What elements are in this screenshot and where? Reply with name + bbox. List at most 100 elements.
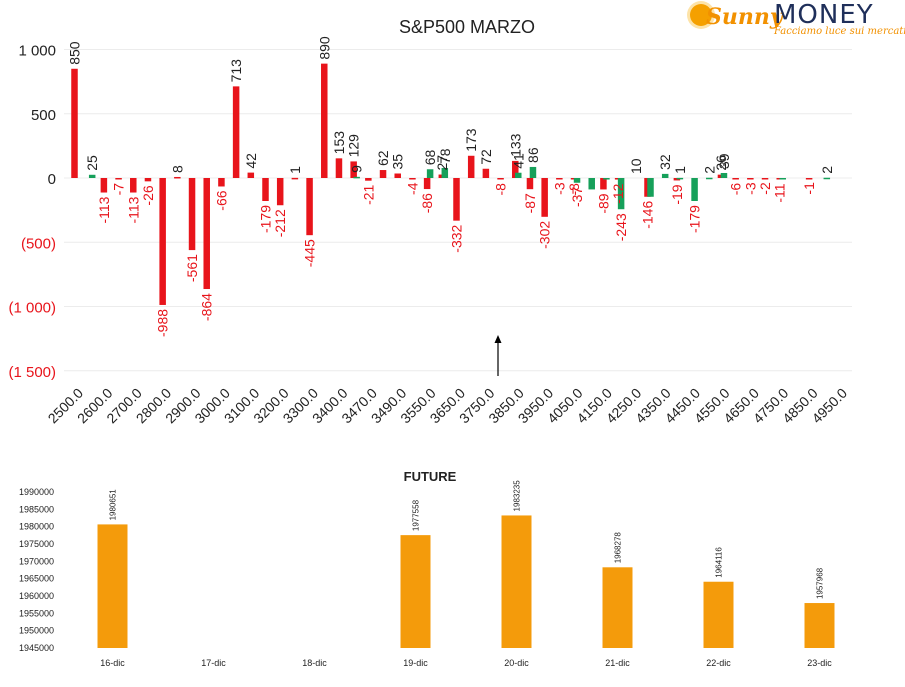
data-label: -113 bbox=[96, 196, 112, 223]
bar-green bbox=[426, 169, 434, 178]
bar-green bbox=[823, 177, 831, 180]
bar-green bbox=[573, 178, 581, 183]
future-bar bbox=[703, 581, 734, 648]
data-label: 173 bbox=[463, 128, 479, 152]
future-data-label: 1957968 bbox=[816, 567, 825, 599]
data-label: 78 bbox=[437, 148, 453, 164]
data-label: -113 bbox=[125, 196, 141, 223]
bar-red bbox=[335, 158, 343, 178]
bar-red bbox=[262, 178, 269, 202]
bar-green bbox=[353, 176, 360, 179]
bar-red bbox=[482, 168, 490, 178]
data-label: -212 bbox=[272, 209, 288, 237]
sun-icon bbox=[690, 4, 712, 26]
future-y-tick-label: 1965000 bbox=[19, 574, 54, 584]
data-label: 27 bbox=[434, 155, 450, 171]
bar-red bbox=[526, 178, 534, 190]
bar-red bbox=[747, 178, 754, 180]
future-x-tick-label: 22-dic bbox=[706, 658, 731, 668]
bar-red bbox=[467, 155, 475, 178]
data-label: -19 bbox=[669, 184, 685, 204]
arrow-annotation bbox=[494, 335, 502, 376]
data-label: 1 bbox=[672, 166, 688, 174]
future-x-tick-label: 20-dic bbox=[504, 658, 529, 668]
data-label: 8 bbox=[169, 165, 185, 173]
future-chart-title: FUTURE bbox=[404, 469, 457, 484]
data-label: -3 bbox=[742, 182, 758, 195]
data-label: 890 bbox=[316, 36, 332, 60]
logo-word-money: MONEY bbox=[774, 0, 874, 30]
bar-red bbox=[423, 178, 431, 190]
bar-red bbox=[218, 178, 225, 187]
future-y-tick-label: 1945000 bbox=[19, 643, 54, 653]
future-bar-chart: FUTURE 1945000 1950000 1955000 1960000 19650… bbox=[19, 469, 835, 668]
data-label: -332 bbox=[449, 224, 465, 252]
data-label: 713 bbox=[228, 59, 244, 83]
bar-red bbox=[247, 172, 255, 178]
future-y-tick-label: 1985000 bbox=[19, 504, 54, 514]
data-label: 2 bbox=[701, 166, 717, 174]
bar-red bbox=[512, 160, 519, 178]
y-tick-label: 1 000 bbox=[18, 43, 56, 60]
data-label: -179 bbox=[687, 205, 703, 233]
data-label: 72 bbox=[478, 149, 494, 165]
data-label: -561 bbox=[184, 254, 200, 282]
future-x-tick-label: 16-dic bbox=[100, 658, 125, 668]
bar-green bbox=[779, 178, 786, 180]
bar-red bbox=[306, 178, 313, 236]
y-tick-label: 500 bbox=[31, 107, 56, 124]
data-label: -2 bbox=[757, 182, 773, 195]
data-label: -6 bbox=[728, 183, 744, 196]
future-bar bbox=[804, 603, 835, 648]
bar-red bbox=[379, 170, 387, 178]
bar-red bbox=[188, 178, 196, 251]
bar-red bbox=[541, 178, 548, 217]
chart-title: S&P500 MARZO bbox=[399, 17, 535, 37]
future-data-label: 1977558 bbox=[412, 499, 421, 531]
bar-red bbox=[174, 176, 181, 179]
data-label: 42 bbox=[243, 153, 259, 169]
data-label: 10 bbox=[628, 158, 644, 174]
data-label: -11 bbox=[772, 183, 788, 202]
future-y-tick-label: 1990000 bbox=[19, 487, 54, 497]
data-label: -26 bbox=[140, 185, 156, 205]
y-tick-label: (500) bbox=[21, 235, 56, 252]
bar-red bbox=[276, 178, 284, 206]
bar-green bbox=[720, 172, 728, 178]
bar-red bbox=[321, 63, 328, 179]
future-x-tick-label: 18-dic bbox=[302, 658, 327, 668]
future-y-tick-label: 1955000 bbox=[19, 608, 54, 618]
bar-green bbox=[441, 167, 449, 178]
bar-green bbox=[647, 178, 654, 197]
future-y-tick-label: 1960000 bbox=[19, 591, 54, 601]
data-label: -37 bbox=[569, 187, 585, 207]
future-x-tick-label: 17-dic bbox=[201, 658, 226, 668]
data-label: 133 bbox=[507, 133, 523, 157]
data-label: 25 bbox=[84, 155, 100, 171]
bar-red bbox=[365, 178, 372, 181]
data-label: -21 bbox=[360, 184, 376, 204]
bar-red bbox=[100, 178, 108, 193]
data-label: 41 bbox=[510, 153, 526, 169]
data-label: 850 bbox=[67, 41, 83, 65]
bar-red bbox=[453, 178, 460, 221]
data-label: -243 bbox=[613, 213, 629, 241]
future-x-tick-label: 19-dic bbox=[403, 658, 428, 668]
data-label: -87 bbox=[522, 193, 538, 213]
data-label: -89 bbox=[595, 193, 611, 213]
bar-red bbox=[203, 178, 210, 290]
bar-red bbox=[732, 178, 739, 180]
future-data-label: 1964116 bbox=[715, 547, 724, 578]
bar-red bbox=[71, 68, 78, 178]
sunny-money-logo: Sunny MONEY Facciamo luce sui mercati bbox=[688, 0, 905, 38]
logo-word-sunny: Sunny bbox=[706, 4, 783, 30]
data-label: -1 bbox=[801, 182, 817, 195]
bar-green bbox=[706, 177, 713, 180]
future-bar bbox=[97, 524, 128, 648]
sp500-bar-chart: S&P500 MARZO 1 000 500 0 (500) (1 000) (1 500… bbox=[8, 17, 852, 426]
data-label: 153 bbox=[331, 131, 347, 155]
data-label: -864 bbox=[199, 293, 215, 321]
bar-red bbox=[600, 178, 607, 190]
bar-green bbox=[529, 166, 537, 178]
bar-green bbox=[676, 177, 684, 180]
